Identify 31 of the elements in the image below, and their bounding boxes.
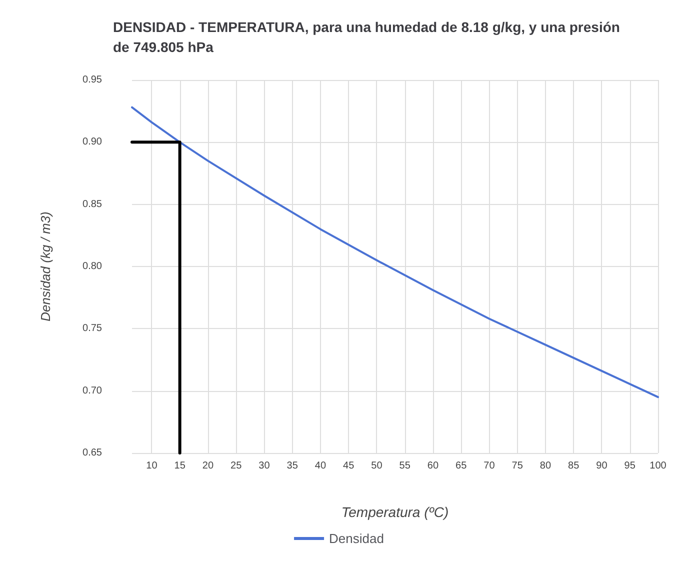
x-tick-label: 10: [146, 460, 158, 472]
x-tick-label: 60: [427, 460, 439, 472]
y-tick-label: 0.85: [82, 198, 102, 210]
y-tick-label: 0.75: [82, 323, 102, 334]
x-tick-label: 50: [371, 460, 383, 472]
y-tick-label: 0.65: [82, 448, 102, 458]
x-tick-label: 30: [258, 460, 270, 472]
x-tick-label: 75: [512, 460, 524, 472]
chart-title: DENSIDAD - TEMPERATURA, para una humedad de 8.18 g/kg, y una presión de 749.805 hPa: [113, 19, 624, 55]
y-tick-label: 0.70: [82, 385, 102, 396]
x-tick-label: 70: [484, 460, 496, 472]
x-tick-label: 65: [456, 460, 468, 472]
x-tick-label: 95: [624, 460, 636, 472]
x-tick-label: 90: [596, 460, 608, 472]
x-tick-label: 20: [202, 460, 214, 472]
x-tick-label: 80: [540, 460, 552, 472]
legend-label: Densidad: [329, 531, 384, 546]
x-tick-label: 40: [314, 460, 326, 472]
x-axis-title: Temperatura (ºC): [341, 504, 449, 520]
x-tick-label: 45: [343, 460, 355, 472]
y-tick-label: 0.80: [82, 261, 102, 272]
y-tick-label: 0.90: [82, 136, 102, 148]
x-tick-label: 85: [568, 460, 580, 472]
x-tick-label: 25: [230, 460, 242, 472]
y-tick-label: 0.95: [82, 74, 102, 86]
y-axis-title: Densidad (kg / m3): [38, 212, 53, 322]
x-tick-label: 15: [174, 460, 186, 472]
x-tick-label: 55: [399, 460, 411, 472]
x-tick-label: 35: [286, 460, 298, 472]
line-series: [131, 106, 659, 398]
x-tick-label: 100: [650, 460, 667, 472]
